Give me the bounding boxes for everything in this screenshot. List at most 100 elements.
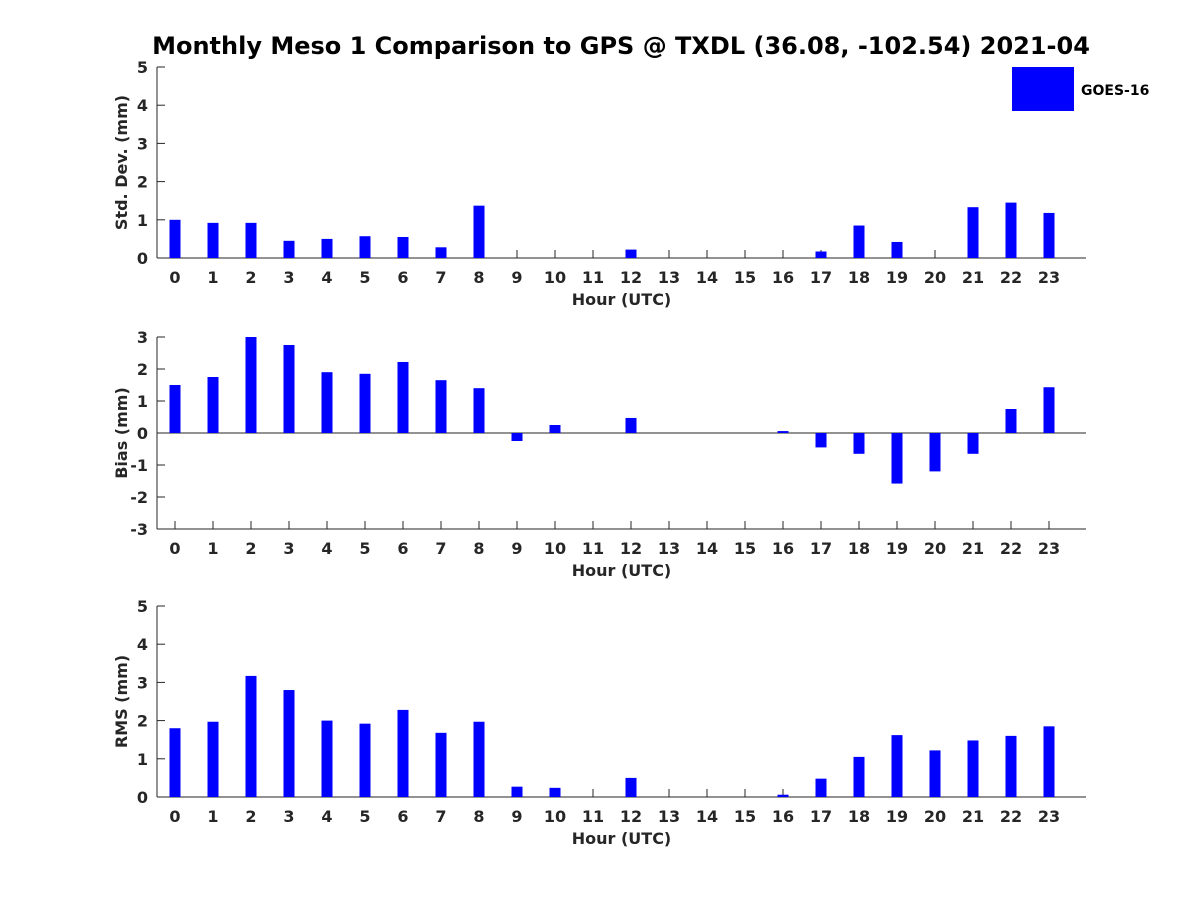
x-tick-label: 4 [321, 539, 332, 558]
x-tick-label: 4 [321, 268, 332, 287]
x-tick-label: 15 [734, 539, 756, 558]
legend: GOES-16 [1012, 67, 1149, 111]
x-tick-label: 21 [962, 807, 984, 826]
bar-hour-17 [815, 251, 827, 258]
chart-title: Monthly Meso 1 Comparison to GPS @ TXDL … [152, 32, 1090, 60]
bar-hour-8 [473, 388, 485, 433]
bar-hour-6 [397, 709, 409, 797]
bar-hour-8 [473, 721, 485, 797]
x-tick-label: 7 [435, 539, 446, 558]
x-tick-label: 19 [886, 807, 908, 826]
y-tick-label: 2 [137, 173, 148, 192]
bar-hour-21 [967, 207, 979, 258]
x-tick-label: 14 [696, 807, 718, 826]
legend-label: GOES-16 [1081, 83, 1149, 99]
y-tick-label: 0 [137, 424, 148, 443]
bar-hour-22 [1005, 735, 1017, 797]
x-tick-label: 8 [473, 807, 484, 826]
x-tick-label: 11 [582, 807, 604, 826]
x-tick-label: 2 [245, 807, 256, 826]
bar-hour-19 [891, 241, 903, 258]
x-tick-label: 3 [283, 539, 294, 558]
bar-hour-9 [511, 433, 523, 441]
x-axis-label: Hour (UTC) [572, 290, 672, 309]
x-tick-label: 5 [359, 807, 370, 826]
x-tick-label: 9 [511, 539, 522, 558]
bar-hour-5 [359, 723, 371, 797]
x-tick-label: 15 [734, 807, 756, 826]
bar-hour-4 [321, 372, 333, 433]
bar-hour-8 [473, 205, 485, 258]
bar-hour-12 [625, 417, 637, 433]
bar-hour-2 [245, 222, 257, 258]
x-tick-label: 3 [283, 268, 294, 287]
y-tick-label: -2 [130, 488, 148, 507]
y-tick-label: 3 [137, 134, 148, 153]
x-tick-label: 18 [848, 539, 870, 558]
bar-hour-21 [967, 740, 979, 797]
x-tick-label: 7 [435, 268, 446, 287]
bar-hour-10 [549, 787, 561, 797]
bar-hour-10 [549, 425, 561, 433]
bar-hour-23 [1043, 387, 1055, 433]
x-tick-label: 11 [582, 268, 604, 287]
x-tick-label: 17 [810, 539, 832, 558]
x-tick-label: 22 [1000, 807, 1022, 826]
x-tick-label: 18 [848, 268, 870, 287]
x-tick-label: 19 [886, 268, 908, 287]
x-tick-label: 15 [734, 268, 756, 287]
bar-hour-23 [1043, 212, 1055, 258]
x-tick-label: 3 [283, 807, 294, 826]
bar-hour-12 [625, 777, 637, 797]
bar-hour-16 [777, 794, 789, 797]
x-tick-label: 5 [359, 539, 370, 558]
x-tick-label: 20 [924, 539, 946, 558]
y-tick-label: -1 [130, 456, 148, 475]
x-tick-label: 19 [886, 539, 908, 558]
bar-hour-22 [1005, 409, 1017, 433]
x-tick-label: 16 [772, 268, 794, 287]
bar-hour-0 [169, 219, 181, 258]
bar-hour-12 [625, 249, 637, 258]
bar-hour-6 [397, 236, 409, 258]
x-tick-label: 22 [1000, 268, 1022, 287]
bar-hour-21 [967, 433, 979, 454]
x-tick-label: 1 [207, 807, 218, 826]
bar-hour-23 [1043, 726, 1055, 797]
x-tick-label: 12 [620, 268, 642, 287]
x-tick-label: 2 [245, 268, 256, 287]
bar-hour-5 [359, 236, 371, 258]
x-tick-label: 23 [1038, 807, 1060, 826]
x-tick-label: 8 [473, 268, 484, 287]
x-tick-label: 10 [544, 268, 566, 287]
y-tick-label: 5 [137, 597, 148, 616]
bar-hour-3 [283, 240, 295, 258]
bar-hour-1 [207, 222, 219, 258]
x-tick-label: 9 [511, 807, 522, 826]
y-tick-label: 4 [137, 96, 148, 115]
bar-hour-4 [321, 238, 333, 258]
bar-hour-19 [891, 433, 903, 484]
x-tick-label: 12 [620, 807, 642, 826]
bar-hour-22 [1005, 202, 1017, 258]
bar-hour-18 [853, 225, 865, 258]
bar-hour-17 [815, 778, 827, 797]
x-tick-label: 10 [544, 807, 566, 826]
bar-hour-19 [891, 735, 903, 797]
x-tick-label: 1 [207, 539, 218, 558]
x-tick-label: 4 [321, 807, 332, 826]
x-tick-label: 0 [169, 807, 180, 826]
x-tick-label: 23 [1038, 268, 1060, 287]
bar-hour-20 [929, 433, 941, 472]
bar-hour-0 [169, 385, 181, 433]
x-tick-label: 7 [435, 807, 446, 826]
x-tick-label: 17 [810, 268, 832, 287]
x-tick-label: 6 [397, 268, 408, 287]
x-tick-label: 13 [658, 268, 680, 287]
bar-hour-1 [207, 721, 219, 797]
x-tick-label: 10 [544, 539, 566, 558]
